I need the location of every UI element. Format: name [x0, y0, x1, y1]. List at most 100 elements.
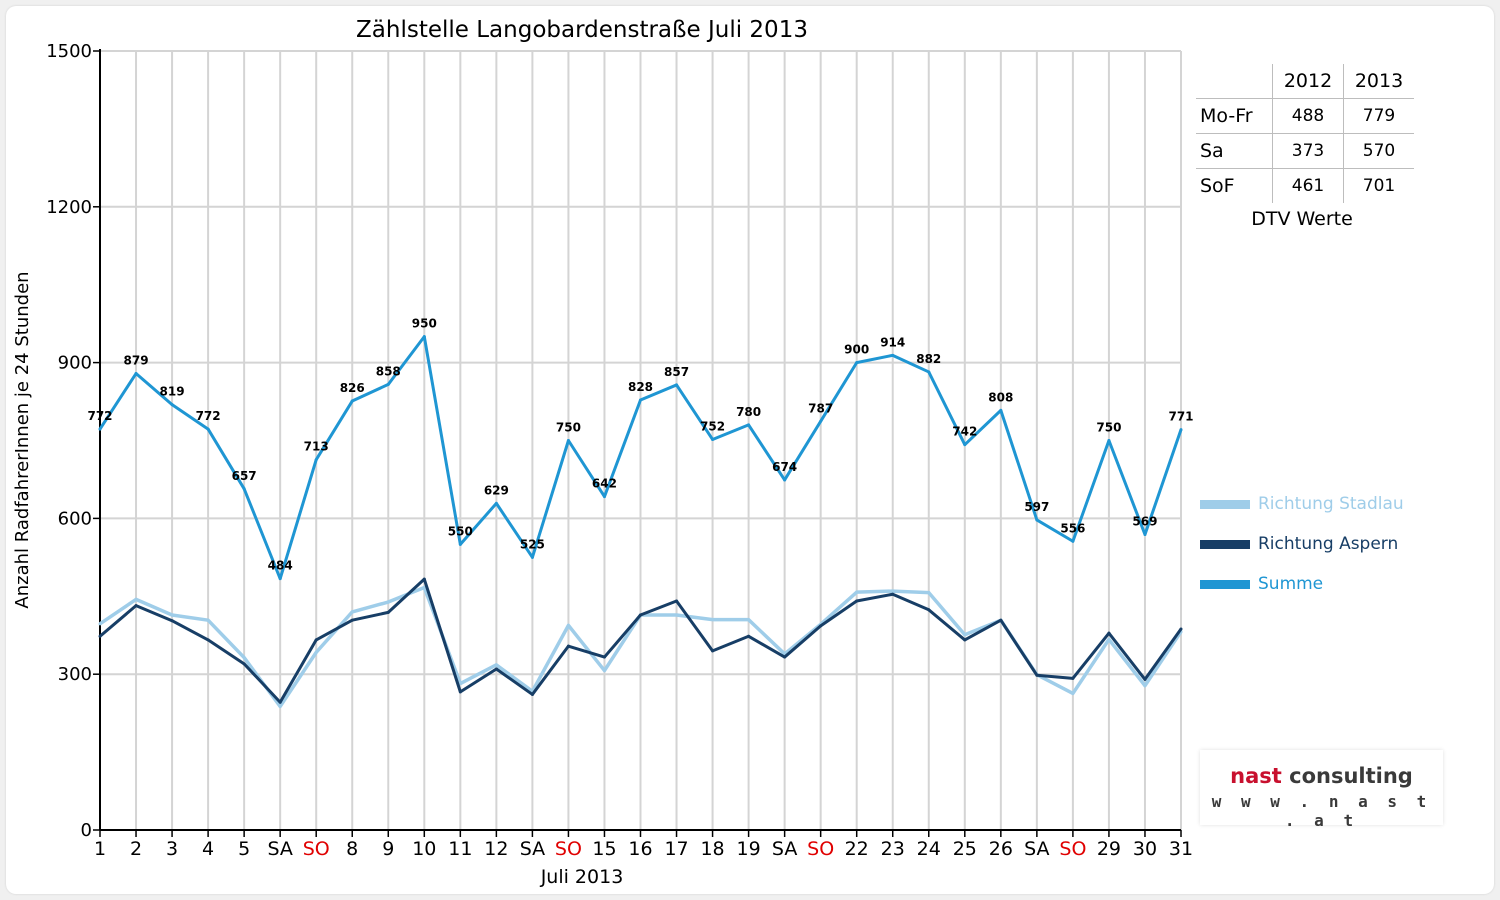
- dtv-cell: 461: [1272, 168, 1344, 203]
- data-label: 828: [628, 380, 653, 394]
- data-point: [170, 619, 174, 623]
- data-point: [134, 372, 138, 376]
- data-point: [927, 370, 931, 374]
- data-label: 657: [232, 469, 257, 483]
- data-label: 879: [124, 354, 149, 368]
- data-point: [1143, 684, 1147, 688]
- logo-url: w w w . n a s t . a t: [1211, 792, 1432, 830]
- x-tick-label: SA: [772, 838, 797, 860]
- data-point: [458, 542, 462, 546]
- x-tick-label: 26: [989, 838, 1013, 860]
- x-tick-label: 25: [953, 838, 977, 860]
- legend-swatch-stadlau: [1200, 499, 1250, 509]
- chart-title: Zählstelle Langobardenstraße Juli 2013: [356, 17, 808, 43]
- dtv-cell: 701: [1343, 168, 1414, 203]
- data-point: [566, 644, 570, 648]
- data-point: [422, 585, 426, 589]
- y-axis-title: Anzahl RadfahrerInnen je 24 Stunden: [12, 271, 33, 608]
- data-point: [855, 361, 859, 365]
- data-label: 674: [772, 460, 797, 474]
- data-label: 857: [664, 365, 689, 379]
- data-point: [963, 443, 967, 447]
- data-label: 914: [880, 335, 905, 349]
- data-point: [855, 599, 859, 603]
- x-tick-label: 31: [1169, 838, 1193, 860]
- company-logo: nast consulting w w w . n a s t . a t: [1200, 750, 1443, 830]
- data-point: [747, 423, 751, 427]
- data-point: [278, 577, 282, 581]
- data-label: 525: [520, 537, 545, 551]
- x-tick-label: 12: [484, 838, 508, 860]
- data-point: [170, 403, 174, 407]
- data-point: [963, 633, 967, 637]
- data-point: [422, 577, 426, 581]
- data-label: 882: [916, 352, 941, 366]
- data-point: [278, 700, 282, 704]
- data-label: 742: [952, 425, 977, 439]
- data-point: [1035, 673, 1039, 677]
- data-label: 780: [736, 405, 761, 419]
- x-tick-label: 19: [737, 838, 761, 860]
- x-tick-label: 17: [664, 838, 688, 860]
- data-point: [98, 427, 102, 431]
- x-tick-label: 15: [592, 838, 616, 860]
- data-point: [566, 439, 570, 442]
- data-label: 484: [268, 559, 293, 573]
- x-tick-label: 4: [202, 838, 214, 860]
- data-point: [530, 692, 534, 696]
- data-label: 787: [808, 401, 833, 415]
- data-point: [134, 604, 138, 608]
- data-point: [819, 624, 823, 628]
- data-point: [675, 613, 679, 617]
- data-point: [927, 608, 931, 612]
- x-tick-label: 5: [238, 838, 250, 860]
- data-label: 858: [376, 364, 401, 378]
- x-tick-label: 16: [628, 838, 652, 860]
- data-point: [386, 610, 390, 614]
- x-tick-label: 23: [881, 838, 905, 860]
- data-point: [711, 649, 715, 653]
- data-label: 597: [1024, 500, 1049, 514]
- x-tick-label: SO: [807, 838, 834, 860]
- data-label: 900: [844, 343, 869, 357]
- x-tick-label: 2: [130, 838, 142, 860]
- data-point: [530, 555, 534, 559]
- data-point: [1179, 428, 1183, 432]
- x-tick-label: SA: [520, 838, 545, 860]
- data-point: [350, 618, 354, 622]
- y-tick-label: 1500: [46, 41, 92, 62]
- x-tick-label: 9: [382, 838, 394, 860]
- data-point: [747, 634, 751, 638]
- data-label: 550: [448, 524, 473, 538]
- data-point: [1035, 518, 1039, 522]
- dtv-header-2013: 2013: [1343, 64, 1414, 99]
- data-label: 713: [304, 440, 329, 454]
- data-point: [314, 650, 318, 654]
- data-point: [783, 478, 787, 482]
- dtv-cell: 779: [1343, 98, 1414, 134]
- dtv-cell: 488: [1272, 98, 1344, 134]
- data-point: [602, 495, 606, 499]
- data-point: [675, 383, 679, 387]
- data-point: [1071, 676, 1075, 680]
- data-point: [602, 669, 606, 673]
- dtv-header-2012: 2012: [1272, 64, 1344, 99]
- x-tick-label: 8: [346, 838, 358, 860]
- data-point: [494, 501, 498, 505]
- data-point: [566, 623, 570, 627]
- data-point: [711, 437, 715, 441]
- y-tick-label: 600: [58, 508, 92, 529]
- data-point: [314, 458, 318, 462]
- dtv-caption: DTV Werte: [1251, 208, 1353, 230]
- x-tick-label: 10: [412, 838, 436, 860]
- data-label: 750: [556, 421, 581, 435]
- data-point: [170, 613, 174, 617]
- data-point: [1143, 532, 1147, 536]
- data-point: [206, 427, 210, 431]
- legend-swatch-aspern: [1200, 539, 1250, 549]
- x-tick-label: 24: [917, 838, 941, 860]
- y-tick-label: 300: [58, 664, 92, 685]
- data-point: [1107, 637, 1111, 641]
- y-tick-label: 900: [58, 353, 92, 374]
